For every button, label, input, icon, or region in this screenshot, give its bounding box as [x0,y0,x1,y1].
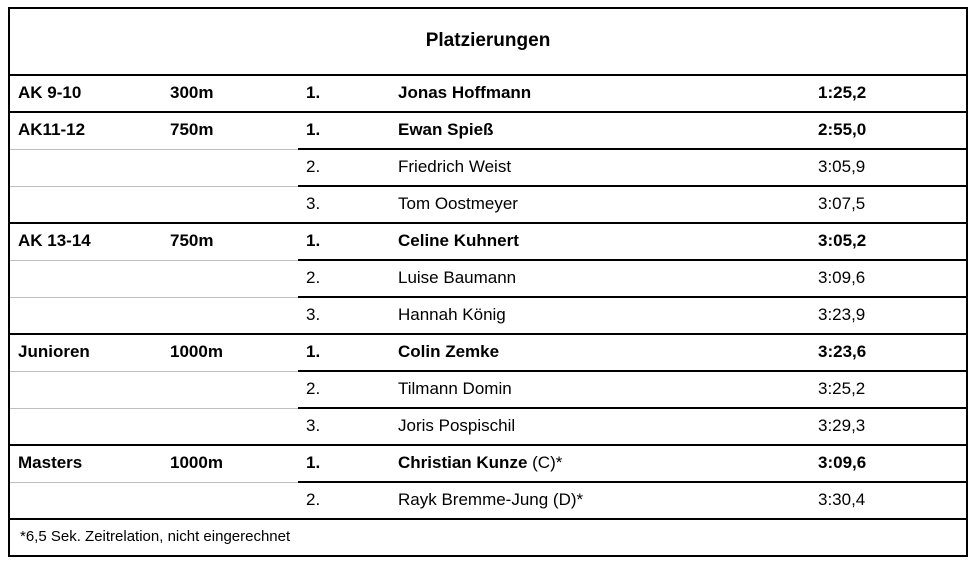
footnote-row: *6,5 Sek. Zeitrelation, nicht eingerechn… [10,518,967,555]
age-class-cell [10,407,162,445]
athlete-name-cell: Friedrich Weist [390,148,810,186]
athlete-name-cell: Jonas Hoffmann [398,83,532,103]
athlete-name-cell: Hannah König [390,296,810,334]
age-class-cell [10,185,162,223]
age-class-cell: AK 13-14 [10,222,162,260]
results-table-container: Platzierungen AK 9-10 300m 1. Jonas Hoffman… [8,7,968,557]
athlete-name-cell: Ewan Spieß [390,111,810,149]
place-cell: 2. [298,370,390,408]
athlete-name-cell: Luise Baumann [390,259,810,297]
athlete-name-cell: Tom Oostmeyer [390,185,810,223]
time-cell: 2:55,0 [810,111,967,149]
table-row: Masters 1000m 1. Christian Kunze (C)* 3:09,6 [10,444,967,482]
distance-cell: 750m [162,222,298,260]
athlete-name-cell: Tilmann Domin [390,370,810,408]
place-cell: 1. [298,222,390,260]
time-cell: 3:23,9 [810,296,967,334]
place-cell: 3. [298,185,390,223]
time-cell: 3:09,6 [810,259,967,297]
age-class-cell [10,296,162,334]
age-class-cell: Masters [10,444,162,482]
distance-cell [162,370,298,408]
distance-cell: 1000m [162,444,298,482]
place-cell: 3. [298,407,390,445]
time-cell: 3:09,6 [810,444,967,482]
distance-cell [162,259,298,297]
time-cell: 3:30,4 [810,481,967,519]
table-row: 2. Friedrich Weist 3:05,9 [10,148,967,186]
table-title-row: Platzierungen [10,9,967,76]
distance-cell [162,481,298,519]
page-title: Platzierungen [10,9,967,76]
age-class-cell [10,259,162,297]
time-cell: 3:25,2 [810,370,967,408]
age-class-cell [10,370,162,408]
place-cell: 1. [298,444,390,482]
distance-cell [162,296,298,334]
table-row: 3. Tom Oostmeyer 3:07,5 [10,185,967,223]
table-row: Junioren 1000m 1. Colin Zemke 3:23,6 [10,333,967,371]
distance-cell: 750m [162,111,298,149]
time-cell: 3:23,6 [810,333,967,371]
distance-cell: 300m [170,83,214,103]
age-class-cell: Junioren [10,333,162,371]
time-cell: 1:25,2 [818,83,867,103]
distance-cell [162,407,298,445]
athlete-name-cell: Joris Pospischil [390,407,810,445]
time-cell: 3:29,3 [810,407,967,445]
time-cell: 3:05,9 [810,148,967,186]
distance-cell [162,185,298,223]
table-body: Platzierungen AK 9-10 300m 1. Jonas Hoffman… [10,9,967,555]
athlete-name-cell: Rayk Bremme-Jung (D)* [390,481,810,519]
time-cell: 3:07,5 [810,185,967,223]
place-cell: 1. [306,83,321,103]
placements-table: Platzierungen AK 9-10 300m 1. Jonas Hoffman… [10,9,967,555]
place-cell: 1. [298,111,390,149]
age-class-cell [10,481,162,519]
athlete-name: Christian Kunze [398,453,528,473]
place-cell: 3. [298,296,390,334]
table-row: 2. Luise Baumann 3:09,6 [10,259,967,297]
distance-cell: 1000m [162,333,298,371]
athlete-name-cell: Christian Kunze (C)* [390,444,810,482]
table-row: 3. Hannah König 3:23,9 [10,296,967,334]
table-row: AK11-12 750m 1. Ewan Spieß 2:55,0 [10,111,967,149]
distance-cell [162,148,298,186]
table-row: 3. Joris Pospischil 3:29,3 [10,407,967,445]
table-row: 2. Rayk Bremme-Jung (D)* 3:30,4 [10,481,967,519]
table-row: AK 9-10 300m 1. Jonas Hoffmann 1:25,2 [10,75,966,112]
athlete-name-cell: Celine Kuhnert [390,222,810,260]
footnote-text: *6,5 Sek. Zeitrelation, nicht eingerechn… [10,518,967,555]
place-cell: 2. [298,259,390,297]
athlete-name-cell: Colin Zemke [390,333,810,371]
table-row: 2. Tilmann Domin 3:25,2 [10,370,967,408]
age-class-cell: AK11-12 [10,111,162,149]
place-cell: 2. [298,148,390,186]
time-cell: 3:05,2 [810,222,967,260]
place-cell: 1. [298,333,390,371]
age-class-cell: AK 9-10 [18,83,82,103]
place-cell: 2. [298,481,390,519]
table-row: AK 13-14 750m 1. Celine Kuhnert 3:05,2 [10,222,967,260]
athlete-name-suffix: (C)* [527,453,563,473]
age-class-cell [10,148,162,186]
